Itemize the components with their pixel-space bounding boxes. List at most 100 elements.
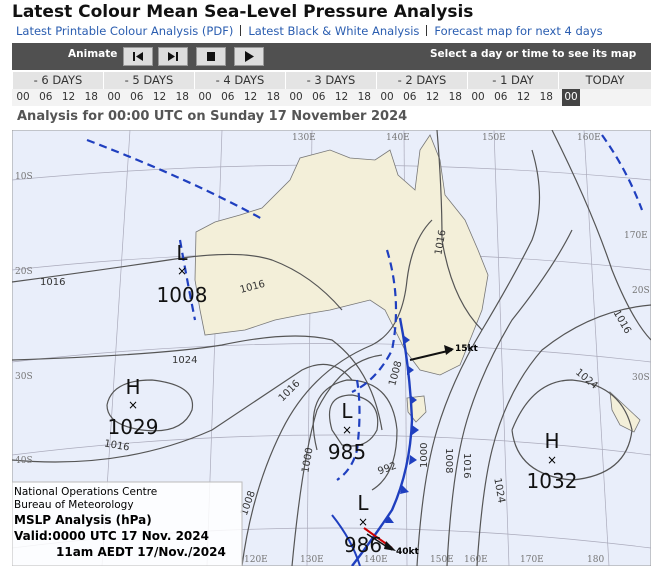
centre-mark: × <box>547 453 557 467</box>
trough <box>331 514 361 566</box>
hour-button[interactable]: 18 <box>448 91 462 103</box>
icon <box>168 52 178 61</box>
hour-button[interactable]: 00 <box>107 91 121 103</box>
hour-button[interactable]: 18 <box>175 91 189 103</box>
separator <box>426 25 428 36</box>
isobar-label: 1000 <box>300 447 315 474</box>
longitude-labels: 130E 140E 150E 160E 170E 120E 130E 140E … <box>244 133 648 565</box>
icon <box>133 52 143 61</box>
info-line: 11am AEDT 17/Nov./2024 <box>56 545 226 559</box>
isobar-label: 1016 <box>433 229 448 256</box>
hour-button[interactable]: 00 <box>562 89 580 106</box>
pressure-map: 15kt 40kt 10S 20S 30S 40S 20S 30S 130E 1… <box>12 130 651 566</box>
hour-button[interactable]: 18 <box>357 91 371 103</box>
link[interactable]: Forecast map for next 4 days <box>434 24 603 38</box>
day-tab[interactable]: - 1 DAY <box>467 72 558 89</box>
isobars <box>12 130 651 566</box>
longitude-label: 120E <box>244 555 268 565</box>
latitude-labels: 10S 20S 30S 40S 20S 30S <box>15 172 650 466</box>
step-back-button[interactable] <box>123 47 153 66</box>
day-tab[interactable]: - 3 DAYS <box>285 72 376 89</box>
australia <box>194 134 489 376</box>
latitude-label: 20S <box>15 267 33 277</box>
analysis-heading: Analysis for 00:00 UTC on Sunday 17 Nove… <box>17 109 408 124</box>
page-title: Latest Colour Mean Sea-Level Pressure An… <box>12 2 474 22</box>
isobar-label: 1016 <box>461 453 472 478</box>
link[interactable]: Latest Printable Colour Analysis (PDF) <box>16 24 234 38</box>
hour-button[interactable]: 12 <box>152 91 167 103</box>
info-line: MSLP Analysis (hPa) <box>14 513 152 527</box>
longitude-label: 140E <box>364 555 388 565</box>
isobar-label: 1000 <box>419 443 430 468</box>
latitude-label: 30S <box>15 372 33 382</box>
link-row: Latest Printable Colour Analysis (PDF) La… <box>16 24 603 38</box>
isobar-label: 1016 <box>103 438 130 453</box>
hour-button[interactable]: 06 <box>130 91 144 103</box>
longitude-label: 180 <box>587 555 604 565</box>
wind-label: 15kt <box>455 344 479 354</box>
system-type: L <box>341 399 353 423</box>
day-tab[interactable]: - 6 DAYS <box>12 72 103 89</box>
hour-button[interactable]: 06 <box>403 91 417 103</box>
longitude-label: 160E <box>577 133 601 143</box>
system-type: H <box>544 429 559 453</box>
day-tab[interactable]: TODAY <box>558 72 651 89</box>
centre-mark: × <box>358 515 368 529</box>
stop-button[interactable] <box>196 47 226 66</box>
centre-mark: × <box>128 398 138 412</box>
system-pressure: 986 <box>344 533 382 557</box>
hour-button[interactable]: 00 <box>198 91 212 103</box>
system-type: H <box>125 375 140 399</box>
hour-button[interactable]: 00 <box>289 91 303 103</box>
hour-button[interactable]: 18 <box>266 91 280 103</box>
hour-button[interactable]: 12 <box>334 91 349 103</box>
longitude-label: 170E <box>624 231 648 241</box>
system-pressure: 1008 <box>157 283 208 307</box>
hour-button[interactable]: 12 <box>425 91 440 103</box>
day-tab[interactable]: - 5 DAYS <box>103 72 194 89</box>
hour-button[interactable]: 18 <box>84 91 98 103</box>
link[interactable]: Latest Black & White Analysis <box>248 24 420 38</box>
longitude-label: 140E <box>386 133 410 143</box>
day-row: - 6 DAYS - 5 DAYS - 4 DAYS - 3 DAYS - 2 DAYS… <box>12 72 651 89</box>
system-type: L <box>357 491 369 515</box>
day-tab[interactable]: - 4 DAYS <box>194 72 285 89</box>
hour-button[interactable]: 06 <box>39 91 53 103</box>
pressure-systems: L× 1008 H× 1029 L× 985 H× 1032 L× 986 <box>108 241 578 557</box>
step-forward-button[interactable] <box>158 47 188 66</box>
isobar-label: 1016 <box>40 277 65 288</box>
icon <box>245 51 254 62</box>
hour-row: 00 06 12 18 00 06 12 18 00 06 12 18 00 06 12 18 00 06 12 18… <box>12 89 651 106</box>
hour-button[interactable]: 12 <box>61 91 76 103</box>
hour-button[interactable]: 12 <box>243 91 258 103</box>
system-type: L <box>176 241 188 265</box>
longitude-label: 170E <box>520 555 544 565</box>
day-tab[interactable]: - 2 DAYS <box>376 72 467 89</box>
longitude-label: 130E <box>292 133 316 143</box>
latitude-label: 20S <box>632 286 650 296</box>
icon <box>207 52 215 61</box>
front-triangles <box>385 335 419 523</box>
info-line: Bureau of Meteorology <box>14 499 134 511</box>
hour-button[interactable]: 06 <box>312 91 326 103</box>
play-button[interactable] <box>234 47 264 66</box>
info-line: National Operations Centre <box>14 486 157 498</box>
system-pressure: 1032 <box>527 469 578 493</box>
hour-button[interactable]: 00 <box>471 91 485 103</box>
hour-button[interactable]: 00 <box>380 91 394 103</box>
longitude-label: 130E <box>300 555 324 565</box>
longitude-label: 150E <box>482 133 506 143</box>
centre-mark: × <box>177 264 187 278</box>
hour-button[interactable]: 00 <box>16 91 30 103</box>
toolbar: Animate Select a day or time to see its … <box>12 43 651 70</box>
system-pressure: 1029 <box>108 415 159 439</box>
centre-mark: × <box>342 423 352 437</box>
isobar-label: 1024 <box>491 477 506 504</box>
hour-button[interactable]: 06 <box>494 91 508 103</box>
hour-button[interactable]: 06 <box>221 91 235 103</box>
hour-button[interactable]: 18 <box>539 91 553 103</box>
info-line: Valid:0000 UTC 17 Nov. 2024 <box>14 529 209 543</box>
wind-label: 40kt <box>396 547 420 557</box>
hour-button[interactable]: 12 <box>516 91 531 103</box>
